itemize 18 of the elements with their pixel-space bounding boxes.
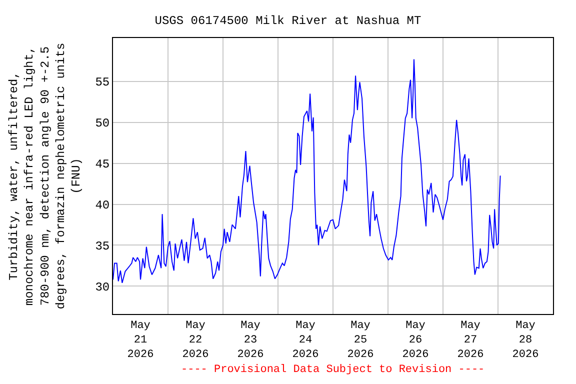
x-tick-label: May 22 2026 [182, 320, 209, 361]
x-tick-label: May 25 2026 [347, 320, 374, 361]
line-series [113, 58, 501, 284]
y-axis-title: Turbidity, water, unfiltered, monochrome near infra-red LED light, 780-900 nm, detection angle 90 +-2.5 degrees, formazin nephelometric units (FNU) [7, 42, 84, 310]
y-tick-label: 50 [95, 116, 110, 131]
y-tick-label: 30 [95, 280, 110, 294]
x-tick-label: May 21 2026 [127, 320, 154, 361]
x-tick-label: May 23 2026 [237, 320, 264, 361]
y-tick-label: 45 [95, 158, 110, 172]
y-tick-label: 40 [95, 198, 110, 212]
x-tick-label: May 27 2026 [457, 320, 484, 361]
y-tick-label: 55 [95, 76, 110, 90]
x-tick-label: May 28 2026 [512, 320, 539, 361]
x-tick-label: May 26 2026 [402, 320, 429, 361]
text: ---- Provisional Data Subject to Revision ---- [181, 364, 485, 376]
chart-title: USGS 06174500 Milk River at Nashua MT [154, 14, 422, 28]
y-tick-label: 35 [95, 239, 110, 254]
x-tick-label: May 24 2026 [292, 320, 319, 361]
